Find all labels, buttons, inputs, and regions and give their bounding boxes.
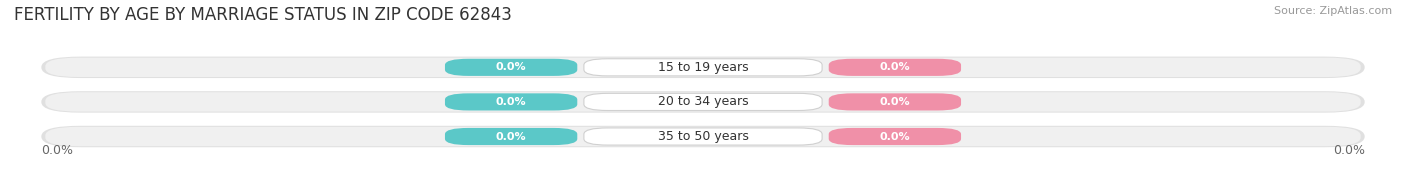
Text: 0.0%: 0.0% [1333, 143, 1365, 157]
FancyBboxPatch shape [45, 127, 1361, 146]
Text: 0.0%: 0.0% [496, 97, 526, 107]
FancyBboxPatch shape [41, 57, 1365, 78]
FancyBboxPatch shape [444, 128, 578, 145]
FancyBboxPatch shape [41, 126, 1365, 147]
Text: 0.0%: 0.0% [880, 62, 910, 72]
Text: 20 to 34 years: 20 to 34 years [658, 95, 748, 108]
FancyBboxPatch shape [444, 59, 578, 76]
FancyBboxPatch shape [828, 59, 962, 76]
FancyBboxPatch shape [583, 59, 823, 76]
Text: 0.0%: 0.0% [880, 97, 910, 107]
FancyBboxPatch shape [45, 92, 1361, 112]
Text: 0.0%: 0.0% [496, 132, 526, 142]
FancyBboxPatch shape [583, 128, 823, 145]
FancyBboxPatch shape [41, 91, 1365, 113]
Text: 0.0%: 0.0% [41, 143, 73, 157]
Text: 0.0%: 0.0% [880, 132, 910, 142]
FancyBboxPatch shape [828, 93, 962, 111]
Text: FERTILITY BY AGE BY MARRIAGE STATUS IN ZIP CODE 62843: FERTILITY BY AGE BY MARRIAGE STATUS IN Z… [14, 6, 512, 24]
Text: 35 to 50 years: 35 to 50 years [658, 130, 748, 143]
FancyBboxPatch shape [583, 93, 823, 111]
FancyBboxPatch shape [45, 58, 1361, 77]
FancyBboxPatch shape [828, 128, 962, 145]
Text: 0.0%: 0.0% [496, 62, 526, 72]
Text: 15 to 19 years: 15 to 19 years [658, 61, 748, 74]
FancyBboxPatch shape [444, 93, 578, 111]
Text: Source: ZipAtlas.com: Source: ZipAtlas.com [1274, 6, 1392, 16]
